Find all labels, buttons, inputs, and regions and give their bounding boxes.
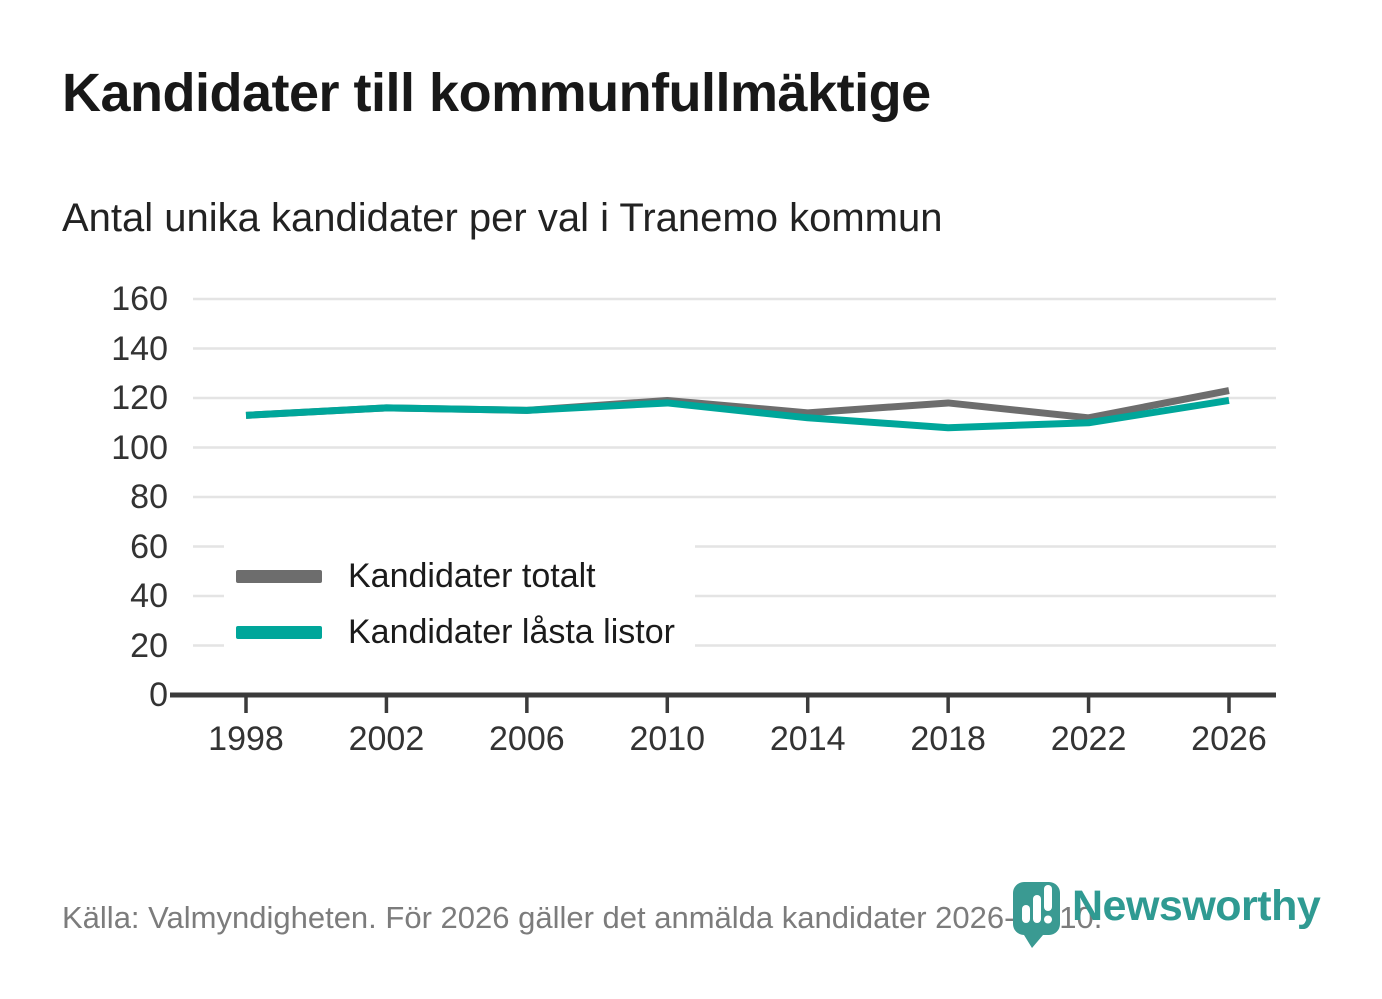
logo-exclamation-dot xyxy=(1044,915,1052,924)
x-tick-label: 2018 xyxy=(910,720,986,758)
y-tick-label: 160 xyxy=(111,280,168,318)
newsworthy-wordmark: Newsworthy xyxy=(1072,882,1321,930)
source-note: Källa: Valmyndigheten. För 2026 gäller d… xyxy=(62,900,1103,935)
x-tick-label: 1998 xyxy=(208,720,284,758)
chart-subtitle: Antal unika kandidater per val i Tranemo… xyxy=(62,196,943,240)
y-tick-label: 80 xyxy=(130,478,168,516)
y-tick-label: 120 xyxy=(111,379,168,417)
x-tick-label: 2006 xyxy=(489,720,565,758)
newsworthy-logo-icon xyxy=(1013,882,1060,948)
y-tick-label: 140 xyxy=(111,329,168,368)
y-tick-label: 60 xyxy=(130,527,168,566)
legend-swatch xyxy=(236,569,322,583)
x-tick-label: 2002 xyxy=(348,720,425,758)
x-tick-label: 2022 xyxy=(1050,720,1127,758)
series-line-1 xyxy=(245,397,1230,432)
y-tick-label: 100 xyxy=(111,428,168,467)
legend-label: Kandidater låsta listor xyxy=(348,612,675,651)
y-tick-label: 40 xyxy=(130,577,168,615)
chart-legend: Kandidater totalt Kandidater låsta listor xyxy=(224,544,695,668)
x-tick-label: 2026 xyxy=(1191,720,1267,758)
legend-label: Kandidater totalt xyxy=(348,556,596,595)
x-tick-label: 2010 xyxy=(629,720,706,758)
chart-title: Kandidater till kommunfullmäktige xyxy=(62,63,931,123)
logo-bar-short xyxy=(1022,905,1030,923)
legend-item: Kandidater totalt xyxy=(236,548,675,604)
legend-item: Kandidater låsta listor xyxy=(236,604,675,660)
y-tick-label: 0 xyxy=(149,676,168,714)
legend-swatch xyxy=(236,625,322,639)
logo-bar-tall xyxy=(1044,885,1052,911)
x-tick-label: 2014 xyxy=(769,720,846,758)
y-tick-label: 20 xyxy=(130,626,168,665)
logo-bar-medium xyxy=(1033,895,1041,923)
